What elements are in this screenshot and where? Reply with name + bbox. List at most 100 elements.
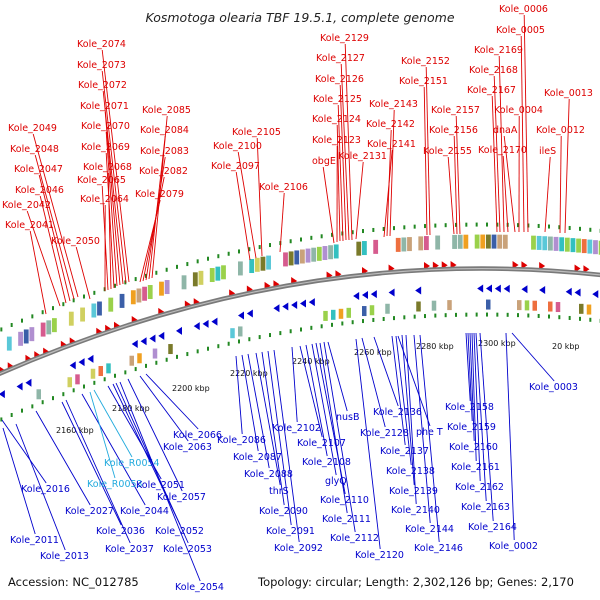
gene-label[interactable]: Kole_2102 [272, 423, 321, 434]
gene-label[interactable]: ileS [539, 146, 556, 157]
gene-label[interactable]: Kole_2083 [140, 146, 189, 157]
gene-label[interactable]: Kole_2126 [315, 74, 364, 85]
gene-label[interactable]: Kole_2127 [316, 53, 365, 64]
gene-label[interactable]: Kole_0006 [499, 4, 548, 15]
gene-label[interactable]: Kole_2158 [445, 402, 494, 413]
gene-label[interactable]: Kole_2088 [244, 469, 293, 480]
gene-label[interactable]: Kole_2123 [312, 135, 361, 146]
gene-label[interactable]: Kole_2082 [139, 166, 188, 177]
gene-label[interactable]: Kole_2064 [80, 194, 129, 205]
gene-label[interactable]: Kole_2152 [401, 56, 450, 67]
gene-label[interactable]: Kole_2048 [10, 144, 59, 155]
gene-label[interactable]: Kole_2168 [469, 65, 518, 76]
gene-label[interactable]: Kole_2050 [51, 236, 100, 247]
gene-label[interactable]: Kole_2108 [302, 457, 351, 468]
gene-label[interactable]: Kole_2142 [366, 119, 415, 130]
gene-label[interactable]: Kole_2041 [5, 220, 54, 231]
gene-label[interactable]: Kole_2016 [21, 484, 70, 495]
gene-label[interactable]: Kole_2046 [15, 185, 64, 196]
gene-label[interactable]: Kole_2072 [78, 80, 127, 91]
gene-label[interactable]: Kole_0005 [496, 25, 545, 36]
gene-label[interactable]: Kole_2070 [81, 121, 130, 132]
gene-label[interactable]: Kole_2092 [274, 543, 323, 554]
gene-label[interactable]: Kole_2068 [83, 162, 132, 173]
gene-label[interactable]: Kole_0013 [544, 88, 593, 99]
gene-label[interactable]: Kole_2074 [77, 39, 126, 50]
gene-label[interactable]: Kole_2047 [14, 164, 63, 175]
gene-label[interactable]: Kole_2013 [40, 551, 89, 562]
gene-label[interactable]: Kole_2091 [266, 526, 315, 537]
gene-label[interactable]: Kole_2036 [96, 526, 145, 537]
gene-label[interactable]: Kole_2167 [467, 85, 516, 96]
gene-label[interactable]: Kole_2139 [389, 486, 438, 497]
rna-label[interactable]: Kole_R0054 [104, 458, 160, 469]
gene-label[interactable]: Kole_2157 [431, 105, 480, 116]
gene-label[interactable]: Kole_2124 [312, 114, 361, 125]
gene-label[interactable]: Kole_2090 [259, 506, 308, 517]
gene-label[interactable]: Kole_2071 [80, 101, 129, 112]
gene-label[interactable]: Kole_2138 [386, 466, 435, 477]
gene-label[interactable]: Kole_2155 [423, 146, 472, 157]
gene-label[interactable]: Kole_2120 [355, 550, 404, 561]
gene-label[interactable]: Kole_2079 [135, 189, 184, 200]
gene-label[interactable]: Kole_2065 [77, 175, 126, 186]
gene-label[interactable]: Kole_2097 [211, 161, 260, 172]
gene-label[interactable]: Kole_2129 [320, 33, 369, 44]
gene-label[interactable]: Kole_0002 [489, 541, 538, 552]
gene-label[interactable]: Kole_2106 [259, 182, 308, 193]
gene-label[interactable]: Kole_0003 [529, 382, 578, 393]
gene-label[interactable]: Kole_2042 [2, 200, 51, 211]
gene-label[interactable]: Kole_2131 [338, 151, 387, 162]
gene-label[interactable]: Kole_2057 [157, 492, 206, 503]
gene-label[interactable]: Kole_2112 [330, 533, 379, 544]
gene-label[interactable]: Kole_2125 [313, 94, 362, 105]
gene-label[interactable]: obgE [312, 156, 336, 167]
gene-label[interactable]: Kole_2151 [399, 76, 448, 87]
gene-label[interactable]: Kole_2141 [367, 139, 416, 150]
gene-label[interactable]: dnaA [493, 125, 518, 136]
gene-label[interactable]: Kole_2140 [391, 505, 440, 516]
gene-label[interactable]: Kole_2160 [449, 442, 498, 453]
gene-label[interactable]: Kole_2011 [10, 535, 59, 546]
gene-label[interactable]: Kole_0004 [494, 105, 543, 116]
gene-label[interactable]: Kole_2170 [478, 145, 527, 156]
gene-label[interactable]: glyQ [325, 476, 347, 487]
gene-label[interactable]: Kole_2105 [232, 127, 281, 138]
gene-label[interactable]: Kole_2136 [373, 407, 422, 418]
gene-label[interactable]: Kole_2052 [155, 526, 204, 537]
gene-label[interactable]: Kole_2110 [320, 495, 369, 506]
gene-label[interactable]: Kole_2156 [429, 125, 478, 136]
gene-label[interactable]: Kole_2146 [414, 543, 463, 554]
gene-label[interactable]: Kole_2069 [81, 142, 130, 153]
gene-label[interactable]: Kole_2087 [233, 452, 282, 463]
gene-label[interactable]: Kole_2107 [297, 438, 346, 449]
gene-label[interactable]: Kole_2044 [120, 506, 169, 517]
gene-label[interactable]: Kole_2027 [65, 506, 114, 517]
gene-label[interactable]: nusB [336, 412, 360, 423]
gene-label[interactable]: Kole_2161 [451, 462, 500, 473]
gene-label[interactable]: Kole_2049 [8, 123, 57, 134]
gene-label[interactable]: Kole_2128 [360, 428, 409, 439]
gene-label[interactable]: Kole_2037 [105, 544, 154, 555]
gene-label[interactable]: Kole_2086 [217, 435, 266, 446]
gene-label[interactable]: Kole_2169 [474, 45, 523, 56]
gene-label[interactable]: Kole_2144 [405, 524, 454, 535]
gene-label[interactable]: Kole_2066 [173, 430, 222, 441]
gene-label[interactable]: Kole_2162 [455, 482, 504, 493]
gene-label[interactable]: Kole_2085 [142, 105, 191, 116]
gene-label[interactable]: Kole_2063 [163, 442, 212, 453]
gene-label[interactable]: Kole_2084 [140, 125, 189, 136]
gene-label[interactable]: Kole_2051 [136, 480, 185, 491]
gene-label[interactable]: Kole_2163 [461, 502, 510, 513]
gene-label[interactable]: Kole_2159 [447, 422, 496, 433]
gene-label[interactable]: Kole_2054 [175, 582, 224, 593]
gene-label[interactable]: Kole_2164 [468, 522, 517, 533]
gene-label[interactable]: Kole_2073 [77, 60, 126, 71]
gene-label[interactable]: thrS [269, 486, 289, 497]
gene-label[interactable]: Kole_0012 [536, 125, 585, 136]
gene-label[interactable]: Kole_2143 [369, 99, 418, 110]
rna-label[interactable]: Kole_R0053 [87, 479, 143, 490]
gene-label[interactable]: Kole_2137 [380, 446, 429, 457]
gene-label[interactable]: Kole_2111 [322, 514, 371, 525]
gene-label[interactable]: Kole_2100 [213, 141, 262, 152]
